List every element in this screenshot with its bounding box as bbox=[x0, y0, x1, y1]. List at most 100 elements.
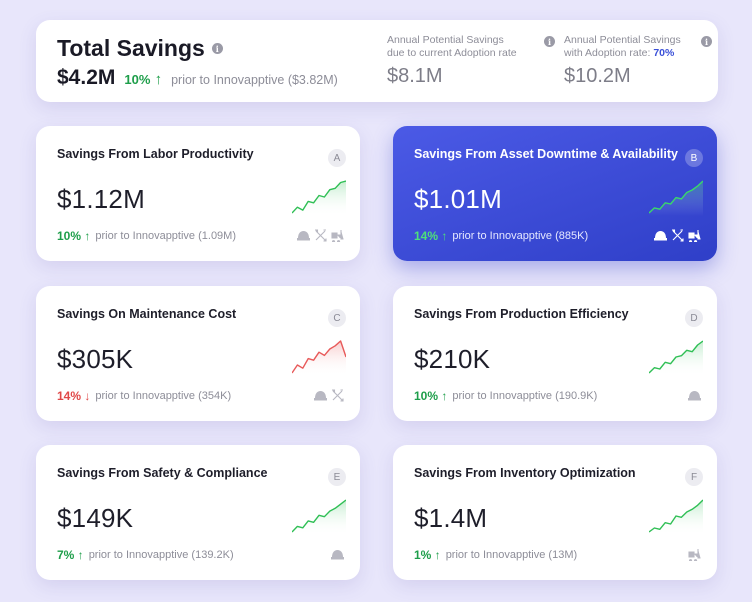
card-title: Savings From Safety & Compliance bbox=[57, 466, 268, 480]
savings-card-b[interactable]: Savings From Asset Downtime & Availabili… bbox=[393, 126, 717, 261]
arrow-down-icon: ↓ bbox=[81, 389, 91, 403]
change-percent-value: 10% bbox=[57, 229, 82, 243]
total-savings-title: Total Savings bbox=[57, 35, 205, 61]
total-savings-change: 10% ↑ bbox=[124, 71, 162, 88]
prior-text: prior to Innovapptive (354K) bbox=[95, 390, 232, 402]
potential-current-value: $8.1M bbox=[387, 65, 443, 87]
savings-card-f[interactable]: Savings From Inventory Optimization F $1… bbox=[393, 445, 717, 580]
savings-card-c[interactable]: Savings On Maintenance Cost C $305K 14% … bbox=[36, 286, 360, 421]
trend-sparkline bbox=[649, 180, 703, 216]
category-icons bbox=[653, 229, 701, 247]
arrow-up-icon: ↑ bbox=[150, 71, 163, 88]
prior-text: prior to Innovapptive (13M) bbox=[445, 549, 578, 561]
prior-text: prior to Innovapptive (1.09M) bbox=[95, 230, 237, 242]
forklift-icon bbox=[331, 229, 344, 247]
card-footer: 14% ↑ prior to Innovapptive (885K) bbox=[414, 229, 588, 243]
sparkline-line bbox=[292, 499, 346, 533]
arrow-up-icon: ↑ bbox=[431, 548, 441, 562]
card-title: Savings From Inventory Optimization bbox=[414, 466, 636, 480]
category-icons bbox=[313, 389, 344, 407]
helmet-icon bbox=[653, 229, 668, 247]
potential-current-label-line1: Annual Potential Savings bbox=[387, 34, 504, 46]
savings-card-e[interactable]: Savings From Safety & Compliance E $149K… bbox=[36, 445, 360, 580]
card-footer: 7% ↑ prior to Innovapptive (139.2K) bbox=[57, 548, 234, 562]
card-footer: 14% ↓ prior to Innovapptive (354K) bbox=[57, 389, 231, 403]
arrow-up-icon: ↑ bbox=[74, 548, 84, 562]
trend-sparkline bbox=[292, 499, 346, 535]
sparkline-line bbox=[292, 340, 346, 374]
card-value: $1.01M bbox=[414, 184, 502, 214]
tools-icon bbox=[671, 229, 684, 247]
card-badge: A bbox=[328, 149, 346, 167]
arrow-up-icon: ↑ bbox=[438, 389, 448, 403]
card-badge: D bbox=[685, 309, 703, 327]
change-percent-value: 14% bbox=[57, 389, 82, 403]
potential-adoption-label-line2-row: with Adoption rate: 70% bbox=[564, 47, 694, 60]
sparkline-area bbox=[649, 341, 703, 376]
total-savings-value: $4.2M bbox=[57, 66, 116, 89]
card-value: $149K bbox=[57, 503, 134, 533]
category-icons bbox=[296, 229, 344, 247]
card-footer: 10% ↑ prior to Innovapptive (190.9K) bbox=[414, 389, 597, 403]
change-percent: 1% ↑ bbox=[414, 548, 441, 562]
change-percent-value: 1% bbox=[414, 548, 432, 562]
trend-sparkline bbox=[292, 180, 346, 216]
card-value: $1.12M bbox=[57, 184, 145, 214]
total-savings-heading: Total Savings i bbox=[57, 35, 223, 62]
total-savings-prior: prior to Innovapptive ($3.82M) bbox=[171, 73, 338, 87]
info-icon[interactable]: i bbox=[211, 43, 223, 54]
card-value: $1.4M bbox=[414, 503, 488, 533]
category-icons bbox=[687, 389, 702, 407]
helmet-icon bbox=[296, 229, 311, 247]
card-footer: 1% ↑ prior to Innovapptive (13M) bbox=[414, 548, 577, 562]
potential-adoption-label: Annual Potential Savings with Adoption r… bbox=[564, 34, 712, 60]
sparkline-area bbox=[292, 341, 346, 376]
trend-sparkline bbox=[649, 340, 703, 376]
card-badge: E bbox=[328, 468, 346, 486]
change-percent: 14% ↑ bbox=[414, 229, 447, 243]
card-value: $210K bbox=[414, 344, 491, 374]
info-icon[interactable]: i bbox=[544, 36, 555, 47]
tools-icon bbox=[331, 389, 344, 407]
total-savings-card: Total Savings i $4.2M 10% ↑ prior to Inn… bbox=[36, 20, 718, 102]
trend-sparkline bbox=[649, 499, 703, 535]
trend-sparkline bbox=[292, 340, 346, 376]
change-percent-value: 7% bbox=[57, 548, 75, 562]
total-savings-row: $4.2M 10% ↑ prior to Innovapptive ($3.82… bbox=[57, 66, 338, 90]
card-title: Savings From Asset Downtime & Availabili… bbox=[414, 147, 678, 161]
forklift-icon bbox=[688, 548, 701, 566]
potential-adoption-value: $10.2M bbox=[564, 65, 631, 87]
arrow-up-icon: ↑ bbox=[438, 229, 448, 243]
total-savings-change-pct: 10% bbox=[124, 72, 151, 87]
change-percent-value: 14% bbox=[414, 229, 439, 243]
change-percent: 7% ↑ bbox=[57, 548, 84, 562]
helmet-icon bbox=[313, 389, 328, 407]
potential-adoption-label-line2: with Adoption rate: bbox=[564, 47, 651, 59]
sparkline-area bbox=[292, 500, 346, 535]
arrow-up-icon: ↑ bbox=[81, 229, 91, 243]
prior-text: prior to Innovapptive (190.9K) bbox=[452, 390, 598, 402]
sparkline-line bbox=[649, 499, 703, 533]
savings-card-a[interactable]: Savings From Labor Productivity A $1.12M… bbox=[36, 126, 360, 261]
sparkline-area bbox=[292, 181, 346, 216]
card-badge: B bbox=[685, 149, 703, 167]
change-percent-value: 10% bbox=[414, 389, 439, 403]
category-icons bbox=[330, 548, 345, 566]
adoption-rate: 70% bbox=[653, 47, 675, 59]
change-percent: 10% ↑ bbox=[57, 229, 90, 243]
tools-icon bbox=[314, 229, 327, 247]
potential-current-label: Annual Potential Savings due to current … bbox=[387, 34, 555, 60]
card-value: $305K bbox=[57, 344, 134, 374]
card-title: Savings On Maintenance Cost bbox=[57, 307, 237, 321]
sparkline-line bbox=[649, 340, 703, 374]
info-icon[interactable]: i bbox=[701, 36, 712, 47]
sparkline-line bbox=[649, 180, 703, 214]
sparkline-line bbox=[292, 180, 346, 214]
potential-adoption-label-line1: Annual Potential Savings bbox=[564, 34, 681, 46]
change-percent: 14% ↓ bbox=[57, 389, 90, 403]
sparkline-area bbox=[649, 500, 703, 535]
prior-text: prior to Innovapptive (885K) bbox=[452, 230, 589, 242]
card-badge: C bbox=[328, 309, 346, 327]
category-icons bbox=[688, 548, 701, 566]
savings-card-d[interactable]: Savings From Production Efficiency D $21… bbox=[393, 286, 717, 421]
